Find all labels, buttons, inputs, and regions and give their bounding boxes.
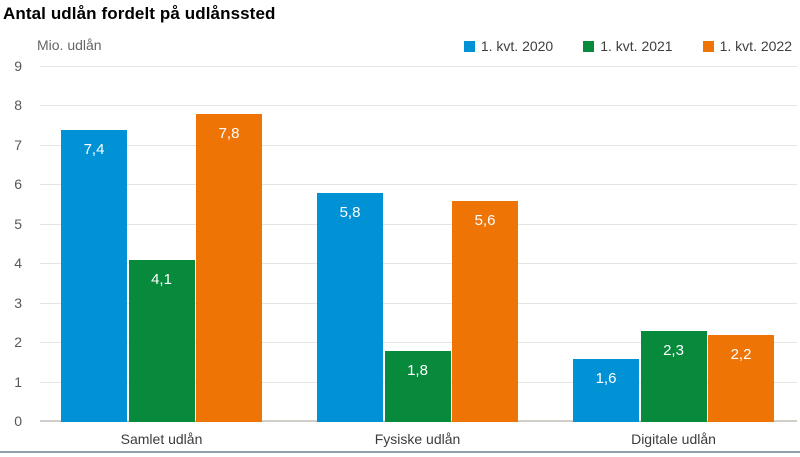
y-tick-label: 3 (14, 294, 22, 311)
y-tick-label: 5 (14, 215, 22, 232)
gridline-y4 (40, 263, 797, 265)
chart-title: Antal udlån fordelt på udlånssted (3, 4, 276, 23)
plot-area: 7,4 4,1 7,8 5,8 1,8 5,6 1,6 2,3 2,2 (40, 66, 797, 422)
y-tick-label: 6 (14, 176, 22, 193)
bar: 1,8 (384, 351, 451, 422)
bar: 5,8 (317, 193, 383, 422)
legend-label: 1. kvt. 2022 (719, 38, 792, 54)
y-tick-label: 8 (14, 97, 22, 114)
legend-label: 1. kvt. 2021 (600, 38, 673, 54)
legend-item-2021: 1. kvt. 2021 (583, 38, 673, 54)
bar: 1,6 (573, 358, 639, 422)
gridline-y9 (40, 66, 797, 67)
x-category-label: Digitale udlån (631, 431, 716, 447)
legend-swatch-orange-icon (702, 40, 714, 52)
y-axis: 0 1 2 3 4 5 6 7 8 9 (0, 58, 30, 429)
bar-group-3: 1,6 2,3 2,2 (573, 67, 774, 422)
x-category-label: Fysiske udlån (374, 431, 461, 447)
legend-item-2022: 1. kvt. 2022 (702, 38, 792, 54)
bar-value-label: 5,8 (339, 204, 361, 222)
bar-group-2: 5,8 1,8 5,6 (317, 67, 518, 422)
bottom-divider (0, 451, 800, 453)
gridline-y7 (40, 144, 797, 146)
bar: 2,2 (708, 335, 774, 422)
x-category-label: Samlet udlån (120, 431, 203, 447)
legend-swatch-blue-icon (463, 40, 475, 52)
gridline-y5 (40, 223, 797, 225)
y-tick-label: 9 (14, 58, 22, 74)
bar-value-label: 7,4 (83, 141, 105, 159)
bar: 5,6 (452, 201, 518, 422)
legend-label: 1. kvt. 2020 (480, 38, 554, 54)
bar-value-label: 1,6 (595, 369, 617, 387)
gridline-y2 (40, 342, 797, 344)
bar-value-label: 4,1 (151, 271, 172, 289)
y-tick-label: 7 (14, 136, 22, 153)
y-tick-label: 2 (14, 334, 22, 351)
bar-value-label: 2,3 (663, 342, 684, 360)
bar-group-1: 7,4 4,1 7,8 (61, 67, 262, 422)
bar: 2,3 (640, 331, 707, 422)
bar-value-label: 2,2 (730, 346, 752, 364)
bar-value-label: 5,6 (474, 212, 496, 230)
gridline-y8 (40, 105, 797, 107)
bar: 4,1 (128, 260, 195, 422)
legend-swatch-green-icon (583, 40, 595, 52)
bar: 7,4 (61, 130, 127, 422)
bar-value-label: 1,8 (407, 362, 428, 379)
gridline-y6 (40, 184, 797, 186)
gridline-y3 (40, 302, 797, 304)
y-tick-label: 0 (14, 413, 22, 429)
y-tick-label: 1 (14, 373, 22, 390)
legend-item-2020: 1. kvt. 2020 (463, 38, 554, 54)
bar: 7,8 (196, 114, 262, 422)
y-axis-unit-label: Mio. udlån (37, 37, 102, 53)
legend: 1. kvt. 2020 1. kvt. 2021 1. kvt. 2022 (463, 38, 792, 54)
y-tick-label: 4 (14, 255, 22, 272)
bar-value-label: 7,8 (218, 125, 240, 143)
